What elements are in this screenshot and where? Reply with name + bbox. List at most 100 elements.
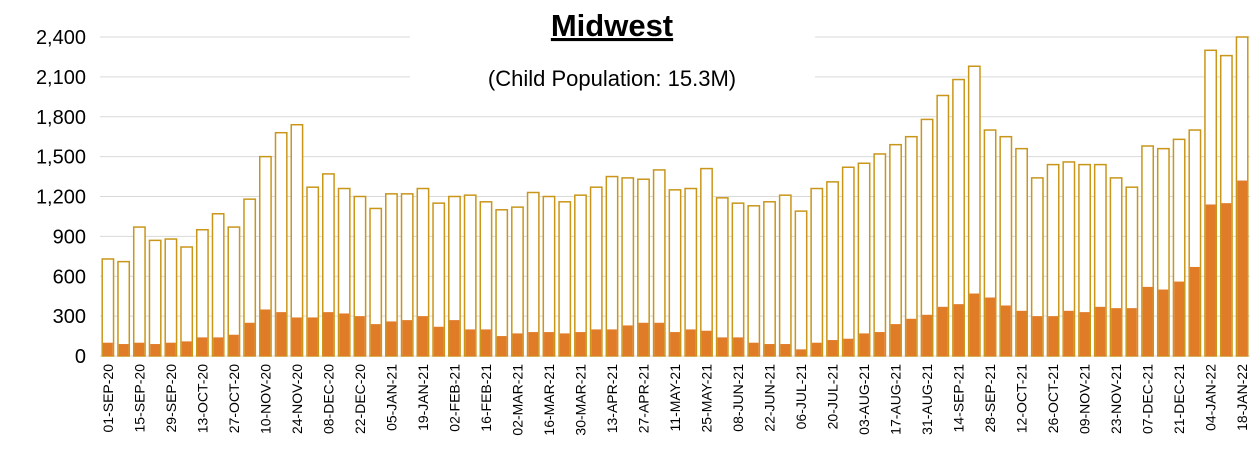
bar: [544, 332, 554, 356]
x-tick-label: 11-MAY-21: [667, 364, 683, 432]
x-tick-label: 16-MAR-21: [541, 364, 557, 436]
x-tick-label: 13-APR-21: [604, 364, 620, 433]
x-tick-label: 03-AUG-21: [856, 364, 872, 435]
x-tick-label: 23-NOV-21: [1108, 364, 1124, 434]
x-tick-label: 16-FEB-21: [478, 364, 494, 432]
bar: [780, 344, 791, 356]
bar: [638, 322, 649, 356]
x-tick-label: 24-NOV-20: [289, 364, 305, 434]
y-tick-label: 1,800: [36, 107, 86, 129]
bar: [591, 329, 602, 356]
bar: [180, 246, 194, 357]
bar: [495, 209, 509, 357]
x-tick-label: 22-DEC-20: [352, 364, 368, 434]
bar: [1016, 310, 1027, 356]
x-tick-label: 27-APR-21: [635, 364, 651, 433]
bar: [1111, 308, 1122, 356]
bar: [1158, 289, 1169, 356]
x-tick-label: 14-SEP-21: [951, 364, 967, 433]
x-tick-label: 06-JUL-21: [793, 364, 809, 430]
x-tick-label: 22-JUN-21: [762, 364, 778, 432]
bar: [794, 210, 808, 357]
bar: [386, 321, 397, 356]
bar: [826, 181, 839, 357]
x-tick-label: 18-JAN-22: [1234, 364, 1250, 431]
bar: [1174, 281, 1185, 356]
bar: [211, 213, 225, 357]
bar: [985, 297, 995, 356]
x-tick-label: 19-JAN-21: [415, 364, 431, 431]
bar: [701, 330, 712, 356]
y-tick-label: 600: [53, 266, 86, 288]
x-tick-label: 09-NOV-21: [1077, 364, 1093, 434]
bar: [526, 191, 540, 357]
bar: [810, 187, 824, 357]
bar: [1189, 266, 1200, 356]
bar: [101, 258, 115, 357]
bar: [715, 197, 729, 357]
x-tick-label: 25-MAY-21: [699, 364, 715, 433]
x-tick-label: 21-DEC-21: [1171, 364, 1187, 434]
bar: [195, 228, 209, 357]
bar: [733, 337, 743, 356]
bar: [276, 312, 287, 356]
bar: [574, 194, 587, 357]
bar: [433, 326, 444, 356]
bar: [559, 333, 570, 356]
bar: [685, 329, 696, 356]
bar: [747, 205, 761, 357]
bar: [1048, 316, 1059, 356]
bar: [890, 324, 901, 356]
bar: [181, 341, 192, 356]
bar: [260, 309, 271, 356]
bar: [575, 332, 586, 356]
bar: [370, 324, 381, 356]
bar: [244, 322, 255, 356]
bar: [481, 329, 491, 356]
bar: [764, 344, 775, 356]
bar: [843, 338, 854, 356]
x-tick-label: 02-MAR-21: [509, 364, 525, 436]
x-tick-label: 07-DEC-21: [1140, 364, 1156, 434]
x-tick-label: 29-SEP-20: [163, 364, 179, 433]
bar: [1142, 286, 1153, 356]
x-tick-label: 12-OCT-21: [1014, 364, 1030, 433]
bar: [449, 320, 460, 356]
bar: [654, 322, 665, 356]
bar: [323, 312, 334, 356]
title-backdrop: [410, 0, 815, 110]
x-tick-label: 28-SEP-21: [982, 364, 998, 433]
bar: [748, 342, 759, 356]
y-tick-label: 0: [75, 346, 86, 368]
bar: [164, 238, 178, 357]
bar: [811, 342, 822, 356]
bar: [1032, 316, 1043, 356]
x-tick-label: 15-SEP-20: [131, 364, 147, 433]
bar: [605, 175, 619, 357]
bar: [763, 201, 776, 357]
bar: [622, 325, 633, 356]
x-tick-label: 26-OCT-21: [1045, 364, 1061, 433]
bar: [197, 337, 208, 356]
bar: [1237, 180, 1248, 356]
bar: [668, 189, 682, 357]
bar: [165, 342, 176, 356]
y-tick-label: 1,500: [36, 147, 86, 169]
x-tick-label: 13-OCT-20: [194, 364, 210, 433]
y-tick-label: 300: [53, 306, 86, 328]
bar: [512, 333, 523, 356]
bar: [496, 336, 507, 356]
bar: [148, 239, 162, 357]
x-tick-label: 01-SEP-20: [100, 364, 116, 433]
x-tick-label: 27-OCT-20: [226, 364, 242, 433]
bar: [859, 333, 869, 356]
bar: [1221, 203, 1232, 356]
bar: [873, 153, 887, 357]
bar: [827, 340, 838, 356]
bar: [465, 329, 476, 356]
bar: [670, 332, 680, 356]
x-tick-label: 05-JAN-21: [383, 364, 399, 431]
bar: [117, 260, 131, 357]
bar: [953, 304, 964, 356]
